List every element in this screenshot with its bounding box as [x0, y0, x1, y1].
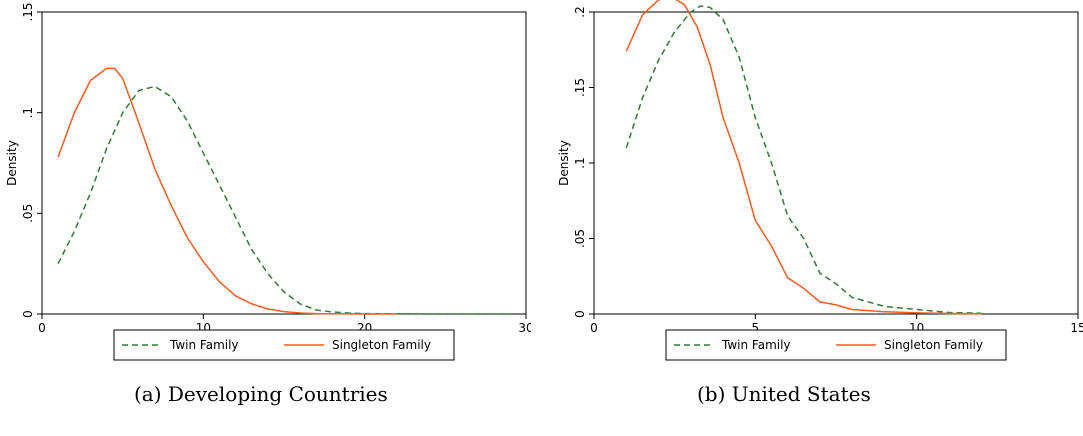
chart-panel-united-states: 0.05.1.15.2051015total children ever bor… [552, 0, 1083, 376]
y-tick-label: .1 [21, 107, 35, 118]
x-tick-label: 5 [752, 321, 760, 335]
x-tick-label: 15 [1070, 321, 1083, 335]
y-tick-label: .1 [573, 157, 587, 168]
legend-label: Singleton Family [332, 338, 431, 352]
y-tick-label: .05 [21, 204, 35, 223]
y-tick-label: 0 [573, 310, 587, 318]
series-line-twin-family [57, 85, 510, 315]
chart-united-states: 0.05.1.15.2051015total children ever bor… [557, 0, 1083, 361]
x-tick-label: 0 [590, 321, 598, 335]
chart-panel-developing-countries: 0.05.1.150102030total children ever born… [0, 0, 534, 376]
y-axis-label: Density [5, 140, 19, 186]
y-axis-label: Density [557, 140, 571, 186]
plot-frame [41, 11, 527, 315]
x-tick-label: 30 [518, 321, 531, 335]
legend-label: Singleton Family [884, 338, 983, 352]
series-line-twin-family [625, 5, 982, 314]
y-tick-label: .15 [21, 2, 35, 21]
legend-label: Twin Family [721, 338, 791, 352]
y-tick-label: .05 [573, 229, 587, 248]
y-tick-label: .15 [573, 78, 587, 97]
y-tick-label: 0 [21, 310, 35, 318]
chart-developing-countries: 0.05.1.150102030total children ever born… [5, 2, 534, 361]
caption-developing-countries: (a) Developing Countries [134, 382, 388, 406]
series-line-singleton-family [57, 67, 397, 315]
plot-frame [593, 11, 1079, 315]
caption-united-states: (b) United States [697, 382, 871, 406]
x-tick-label: 0 [38, 321, 46, 335]
series-line-singleton-family [625, 0, 982, 315]
y-tick-label: .2 [573, 6, 587, 17]
legend-label: Twin Family [169, 338, 239, 352]
